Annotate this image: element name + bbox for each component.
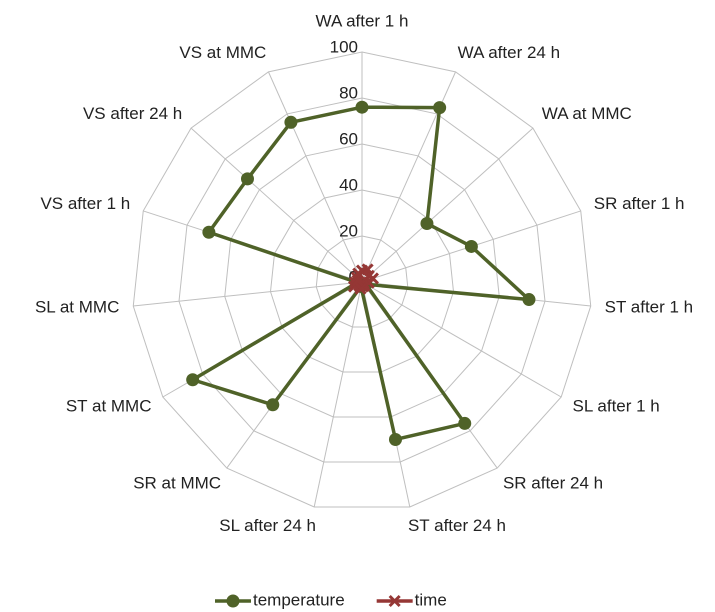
data-point bbox=[352, 267, 365, 280]
r-tick-label: 40 bbox=[339, 175, 358, 194]
legend-label: time bbox=[415, 590, 447, 609]
category-label: SL after 24 h bbox=[219, 516, 316, 535]
data-point bbox=[355, 100, 369, 114]
category-label: ST after 24 h bbox=[408, 516, 506, 535]
category-label: WA after 24 h bbox=[458, 43, 560, 62]
category-label: WA at MMC bbox=[542, 104, 632, 123]
category-label: WA after 1 h bbox=[316, 11, 409, 30]
data-point bbox=[464, 239, 478, 253]
legend-marker bbox=[388, 594, 401, 608]
data-point bbox=[186, 373, 200, 387]
category-label: ST after 1 h bbox=[605, 298, 694, 317]
data-point bbox=[433, 101, 447, 115]
grid-line bbox=[224, 143, 500, 418]
category-label: SR at MMC bbox=[133, 474, 221, 493]
spoke bbox=[267, 71, 363, 283]
data-point bbox=[202, 225, 216, 239]
r-tick-label: 60 bbox=[339, 129, 358, 148]
data-point bbox=[458, 416, 472, 430]
category-label: VS after 1 h bbox=[40, 194, 130, 213]
data-point bbox=[420, 217, 434, 231]
spoke bbox=[361, 127, 534, 283]
grid-line bbox=[178, 97, 546, 463]
spoke bbox=[313, 281, 363, 508]
category-label: SL after 1 h bbox=[573, 396, 660, 415]
category-label: SR after 24 h bbox=[503, 474, 603, 493]
data-point bbox=[522, 293, 536, 307]
category-label: SL at MMC bbox=[35, 298, 119, 317]
category-label: VS after 24 h bbox=[83, 104, 182, 123]
r-tick-label: 80 bbox=[339, 83, 358, 102]
data-point bbox=[284, 115, 298, 129]
spoke bbox=[133, 281, 363, 307]
data-point bbox=[388, 432, 402, 446]
series bbox=[347, 263, 379, 295]
data-point bbox=[266, 398, 280, 412]
category-label: ST at MMC bbox=[66, 396, 152, 415]
grid-line bbox=[132, 51, 592, 508]
data-point bbox=[240, 172, 254, 186]
grid-line bbox=[269, 189, 455, 373]
r-tick-label: 20 bbox=[339, 221, 358, 240]
legend-marker bbox=[226, 594, 240, 608]
category-label: VS at MMC bbox=[179, 43, 266, 62]
r-tick-label: 100 bbox=[330, 37, 358, 56]
legend-label: temperature bbox=[253, 590, 345, 609]
series-line bbox=[190, 105, 531, 442]
spoke bbox=[190, 127, 363, 283]
spoke bbox=[361, 281, 562, 398]
category-label: SR after 1 h bbox=[594, 194, 685, 213]
grid-line bbox=[315, 235, 409, 328]
